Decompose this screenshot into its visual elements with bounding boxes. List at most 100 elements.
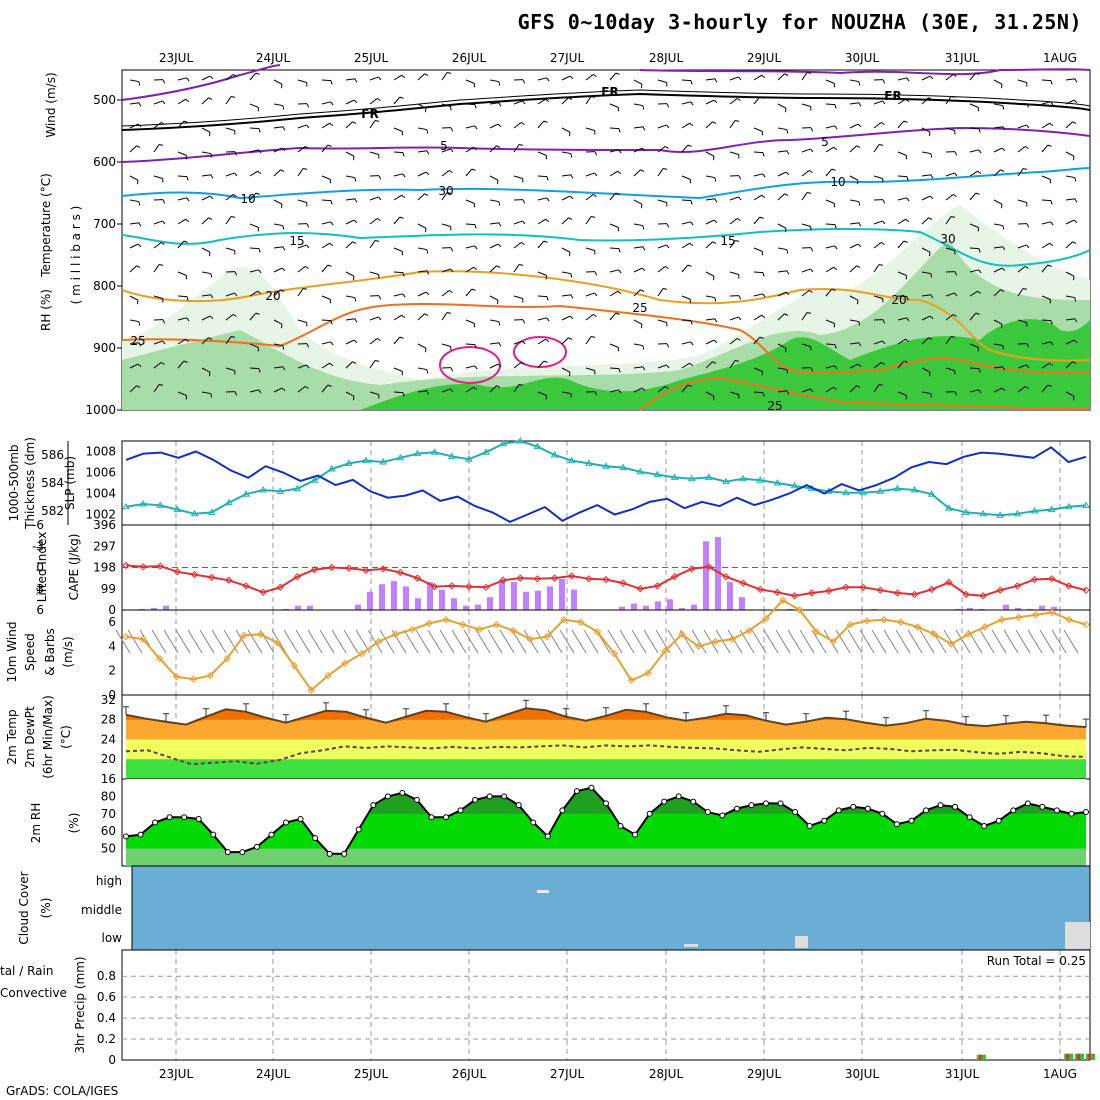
wind-barb-flag (903, 360, 908, 363)
date-label-bottom: 26JUL (452, 1067, 487, 1081)
ylabel-thickness: 1000-500mb (7, 444, 21, 521)
wind-barb (273, 147, 283, 153)
wind-barb (633, 246, 643, 249)
wind-barb-flag (930, 294, 934, 299)
wind-barb (825, 365, 835, 369)
rh2m-point (501, 793, 508, 800)
date-label-bottom: 1AUG (1043, 1067, 1077, 1081)
wind-barb (465, 146, 474, 153)
wind-barb-flag (158, 384, 164, 386)
wind-barb-flag (522, 100, 526, 105)
rh2m-point (879, 810, 886, 817)
contour-label: 15 (289, 234, 304, 248)
wind-barb-flag (954, 172, 958, 177)
ytick-li: 3 (36, 582, 44, 596)
wind-barb-flag (569, 195, 574, 200)
wind-barb (417, 103, 427, 109)
wind-barb-flag (666, 364, 670, 369)
wind-barb (633, 289, 641, 297)
wind-barb-flag (474, 344, 477, 349)
wind-barb (921, 217, 929, 225)
wind-barb (1065, 295, 1075, 299)
date-label-top: 27JUL (550, 51, 585, 65)
wind-barb-flag (1026, 124, 1030, 129)
rh2m-point (733, 805, 740, 812)
wind-barb-flag (446, 312, 452, 314)
wind-barb-flag (664, 386, 669, 389)
wind-barb-flag (232, 194, 237, 197)
ytick-slp: 1002 (85, 508, 116, 522)
lifted-index-point (619, 579, 627, 587)
rh2m-point (355, 826, 362, 833)
wind-barb (465, 266, 474, 273)
wind-barb (609, 192, 617, 201)
rh2m-point (1024, 800, 1031, 807)
wind10m-speed-point (897, 618, 905, 626)
date-label-bottom: 29JUL (747, 1067, 782, 1081)
wind-barb-flag (304, 386, 309, 389)
wind-barb (393, 127, 403, 132)
wind-barb (297, 288, 304, 297)
wind-barb (393, 271, 404, 274)
wind-barb (993, 147, 1003, 153)
wind-barb-flag (905, 338, 910, 343)
wind10m-speed-point (341, 659, 349, 668)
thickness-point (739, 474, 748, 482)
wind10-barb (295, 629, 311, 654)
wind-barb (1017, 288, 1024, 297)
wind-barb-flag (376, 98, 381, 101)
wind-barb (585, 336, 592, 345)
wind-barb (873, 242, 882, 249)
wind10m-speed-point (913, 623, 922, 631)
precip-ylabels-2: 3hr Precip (mm) (73, 956, 87, 1053)
rh2m-point (923, 807, 929, 814)
wind-barb (897, 77, 907, 81)
wind-barb-flag (1074, 318, 1078, 323)
wind-barb-flag (570, 294, 574, 299)
wind-barb-flag (1049, 362, 1054, 367)
lifted-index-point (156, 562, 164, 570)
wind-barb (441, 72, 448, 81)
wind-barb (297, 146, 306, 153)
wind-barb-flag (183, 360, 188, 363)
cape-bar (979, 608, 985, 610)
wind-barb (993, 319, 1003, 325)
wind-barb (609, 389, 619, 393)
wind-barb (225, 314, 234, 321)
wind-barb (969, 290, 978, 297)
wind-barb (153, 242, 162, 249)
wind-barb (369, 196, 379, 201)
wind-barb (561, 367, 571, 373)
wind-barb-flag (687, 384, 692, 387)
rh2m-point (530, 819, 537, 826)
rh2m-point (1068, 810, 1075, 817)
wind-barb (801, 72, 808, 81)
wind-barb-flag (590, 336, 596, 338)
wind-barb-flag (906, 197, 910, 202)
wind-barb-flag (137, 363, 142, 368)
wind-barb (393, 194, 402, 201)
wind-barb-flag (736, 218, 741, 221)
wind10-barb (979, 629, 995, 654)
wind10-barb (907, 629, 923, 654)
wind10-barb (1003, 629, 1019, 654)
wind-barb (777, 103, 787, 109)
wind-barb (537, 360, 545, 369)
wind-barb (345, 78, 355, 81)
cape-bar (703, 541, 709, 610)
wind-barb-flag (950, 216, 956, 218)
rh2m-point (123, 833, 129, 840)
wind-barb-flag (210, 273, 213, 278)
wind-barb (681, 101, 691, 105)
wind-barb-flag (975, 192, 980, 195)
wind-barb (993, 223, 1003, 227)
wind-barb (561, 247, 571, 253)
wind10-barb (475, 629, 491, 654)
wind-barb (1017, 79, 1027, 83)
rh2m-point (864, 805, 871, 812)
wind-barb-flag (761, 74, 766, 79)
ylabel-wind10-1: 10m Wind (5, 622, 19, 683)
lifted-index-point (739, 579, 747, 587)
wind-barb (369, 240, 376, 249)
thickness-point (447, 452, 456, 459)
